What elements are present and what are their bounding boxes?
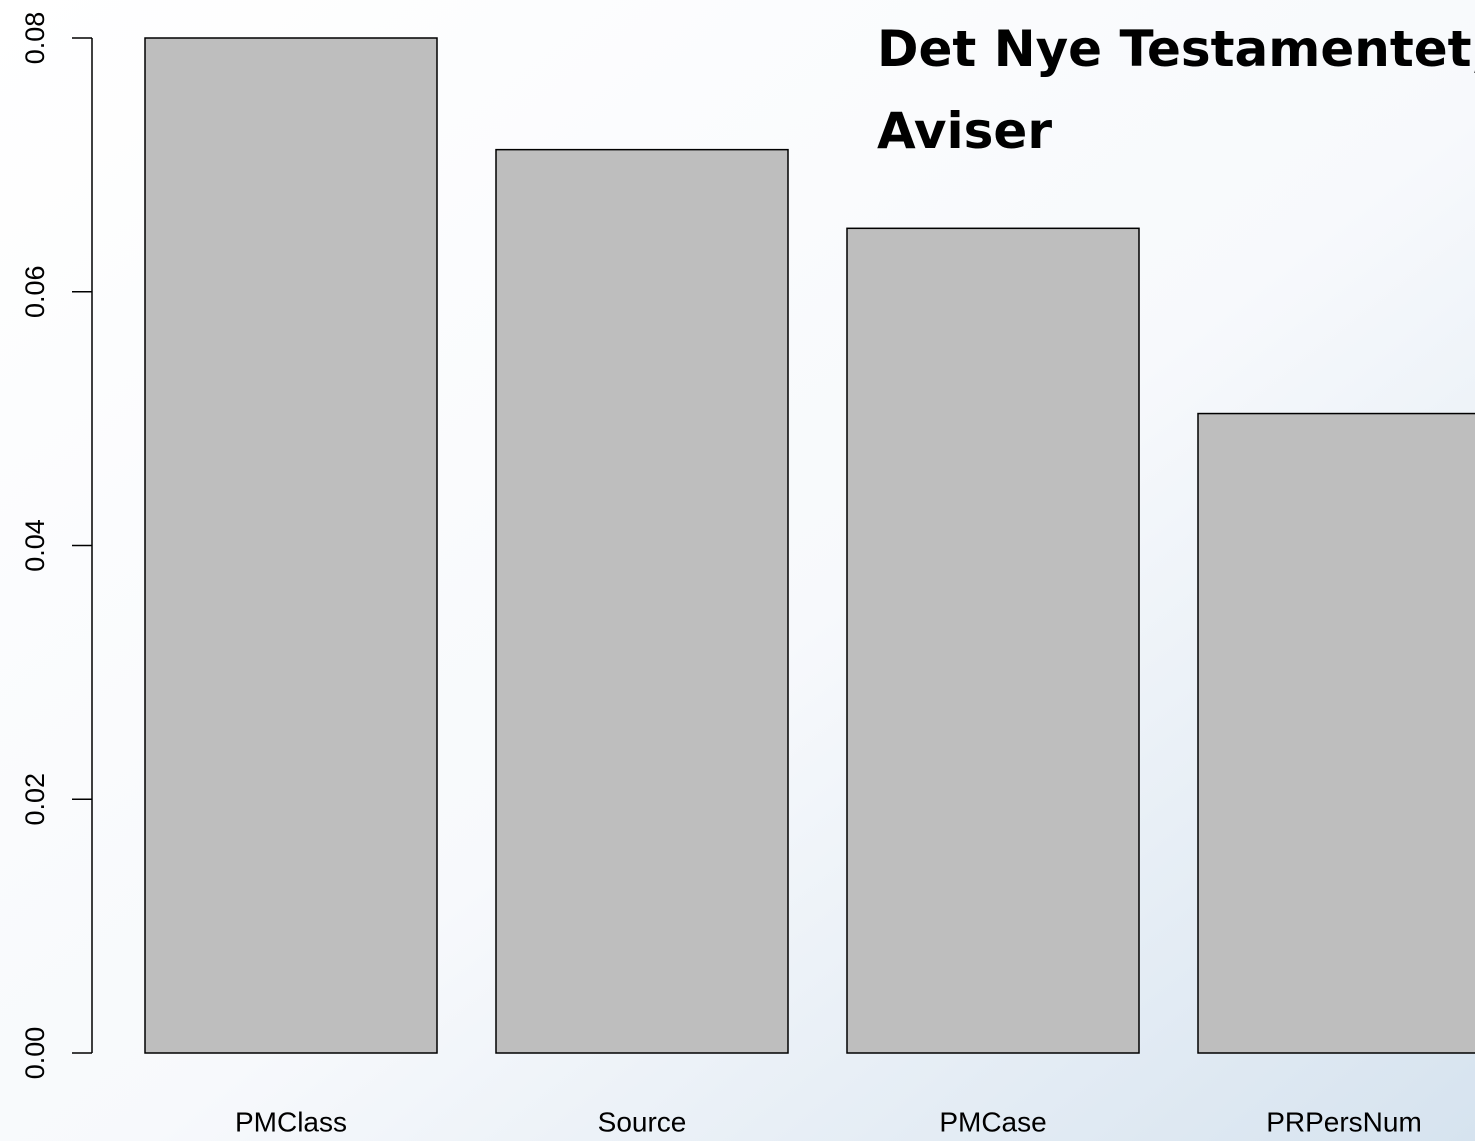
bar	[144, 37, 438, 1054]
chart-title: Aviser	[877, 102, 1052, 160]
y-tick-label: 0.06	[20, 265, 50, 318]
y-tick-label: 0.08	[20, 12, 50, 65]
x-tick-label: PRPersNum	[1266, 1106, 1422, 1137]
y-tick-label: 0.04	[20, 519, 50, 572]
bar	[495, 148, 789, 1054]
x-tick-label: PMClass	[235, 1106, 347, 1137]
bar	[1197, 412, 1475, 1054]
y-tick-label: 0.02	[20, 773, 50, 826]
bar	[846, 227, 1140, 1054]
y-tick-label: 0.00	[20, 1027, 50, 1080]
x-tick-label: PMCase	[939, 1106, 1046, 1137]
chart-title: Det Nye Testamentet,	[877, 20, 1475, 78]
x-tick-label: Source	[598, 1106, 687, 1137]
